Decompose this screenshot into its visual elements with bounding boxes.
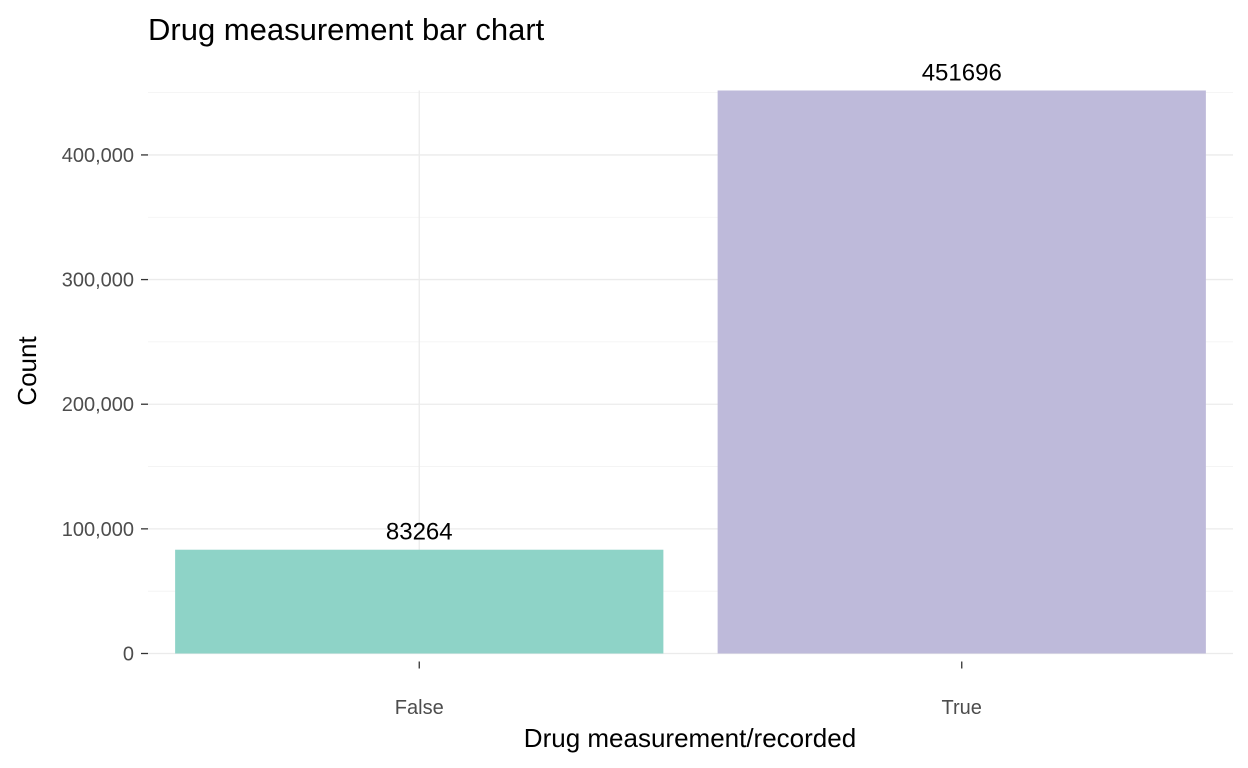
y-tick-label: 200,000 [62, 394, 134, 416]
y-tick-label: 300,000 [62, 270, 134, 292]
data-label: 451696 [922, 60, 1002, 87]
bars: 83264 451696 [175, 60, 1206, 654]
y-axis-title: Count [12, 336, 42, 406]
x-tick-label: True [942, 697, 982, 719]
chart-title: Drug measurement bar chart [148, 12, 545, 47]
x-tick-label: False [395, 697, 444, 719]
y-tick-label: 400,000 [62, 145, 134, 167]
x-axis: False True [395, 661, 982, 719]
x-axis-title: Drug measurement/recorded [524, 723, 856, 753]
data-label: 83264 [386, 519, 453, 546]
bar-true [717, 90, 1206, 654]
bar-false [175, 549, 664, 654]
y-tick-label: 0 [123, 644, 134, 666]
y-axis: 0 100,000 200,000 300,000 400,000 [62, 145, 148, 666]
y-tick-label: 100,000 [62, 519, 134, 541]
